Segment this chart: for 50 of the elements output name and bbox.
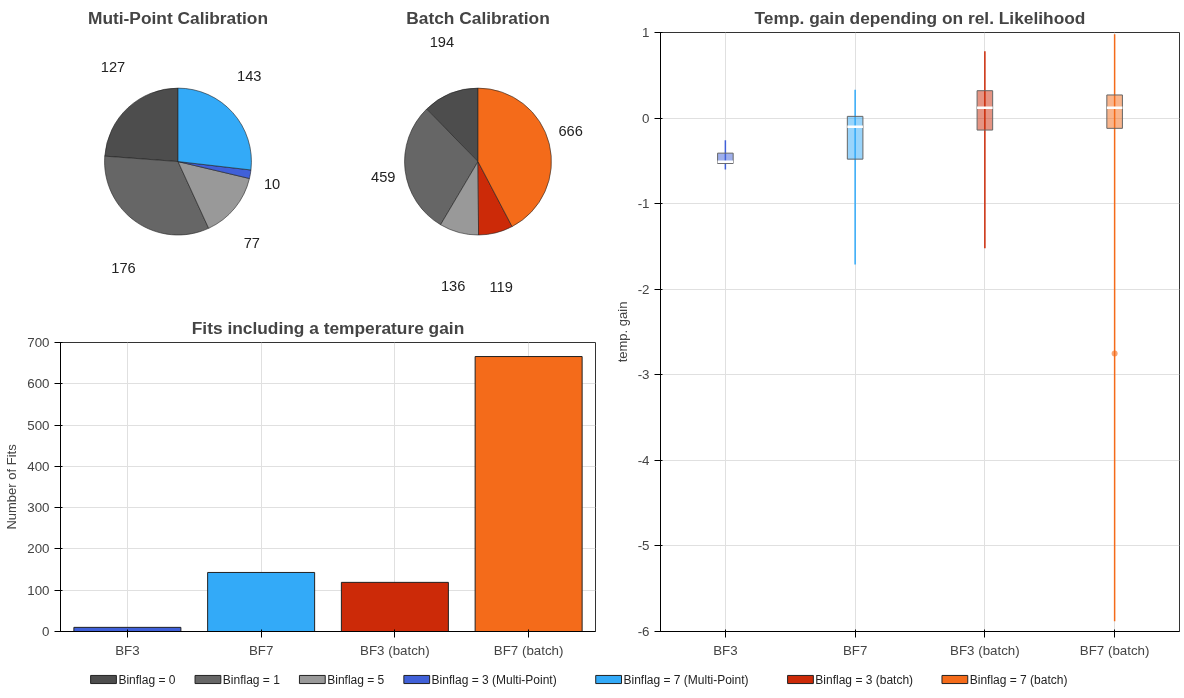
y-tick-label: 300 [27,500,50,516]
y-tick-label: 400 [27,458,50,474]
data-label: 143 [237,67,262,84]
data-label: 176 [111,259,136,276]
bar [207,571,316,632]
y-tick-label: 200 [27,541,50,557]
data-label: 77 [243,235,260,252]
x-tick-label: BF3 (batch) [360,642,430,658]
x-tick-label: BF7 [248,642,274,658]
data-label: 194 [429,34,455,51]
y-axis-title: Number of Fits [4,443,20,530]
y-tick-label: 1 [642,25,650,40]
data-label: 666 [558,122,583,139]
legend-label: Binflag = 3 (Multi-Point) [431,672,557,687]
y-tick-label: 0 [642,110,650,126]
legend-label: Binflag = 7 (Multi-Point) [623,672,749,687]
chart-title: Fits including a temperature gain [191,317,465,338]
y-tick-label: -3 [637,367,650,383]
legend-label: Binflag = 3 (batch) [815,672,914,687]
data-label: 459 [370,168,396,185]
bar [340,581,449,632]
y-tick-label: -6 [637,624,650,639]
y-tick-label: -2 [637,281,650,297]
y-tick-label: -1 [637,196,650,212]
legend-label: Binflag = 5 [327,672,385,687]
y-tick-label: 500 [27,417,50,433]
y-tick-label: -4 [637,452,651,468]
bar [474,356,583,632]
y-tick-label: -5 [637,538,650,554]
x-tick-label: BF3 [713,642,738,658]
chart-title: Batch Calibration [406,7,550,28]
x-tick-label: BF3 [115,642,140,658]
chart-title: Temp. gain depending on rel. Likelihood [754,7,1086,28]
data-label: 10 [263,175,281,192]
x-tick-label: BF7 [842,642,868,658]
y-tick-label: 600 [27,376,50,392]
legend-label: Binflag = 7 (batch) [969,672,1068,687]
data-label: 119 [489,278,513,295]
y-axis-title: temp. gain [614,301,630,363]
y-tick-label: 100 [27,582,50,598]
x-tick-label: BF7 (batch) [1079,642,1150,658]
data-label: 136 [440,278,466,295]
data-label: 127 [100,59,126,75]
y-tick-label: 0 [42,624,50,639]
y-tick-label: 700 [27,335,50,350]
x-tick-label: BF7 (batch) [493,642,564,658]
chart-title: Muti-Point Calibration [88,7,268,28]
x-tick-label: BF3 (batch) [950,642,1020,658]
legend-label: Binflag = 1 [222,672,281,687]
legend-label: Binflag = 0 [118,672,176,687]
